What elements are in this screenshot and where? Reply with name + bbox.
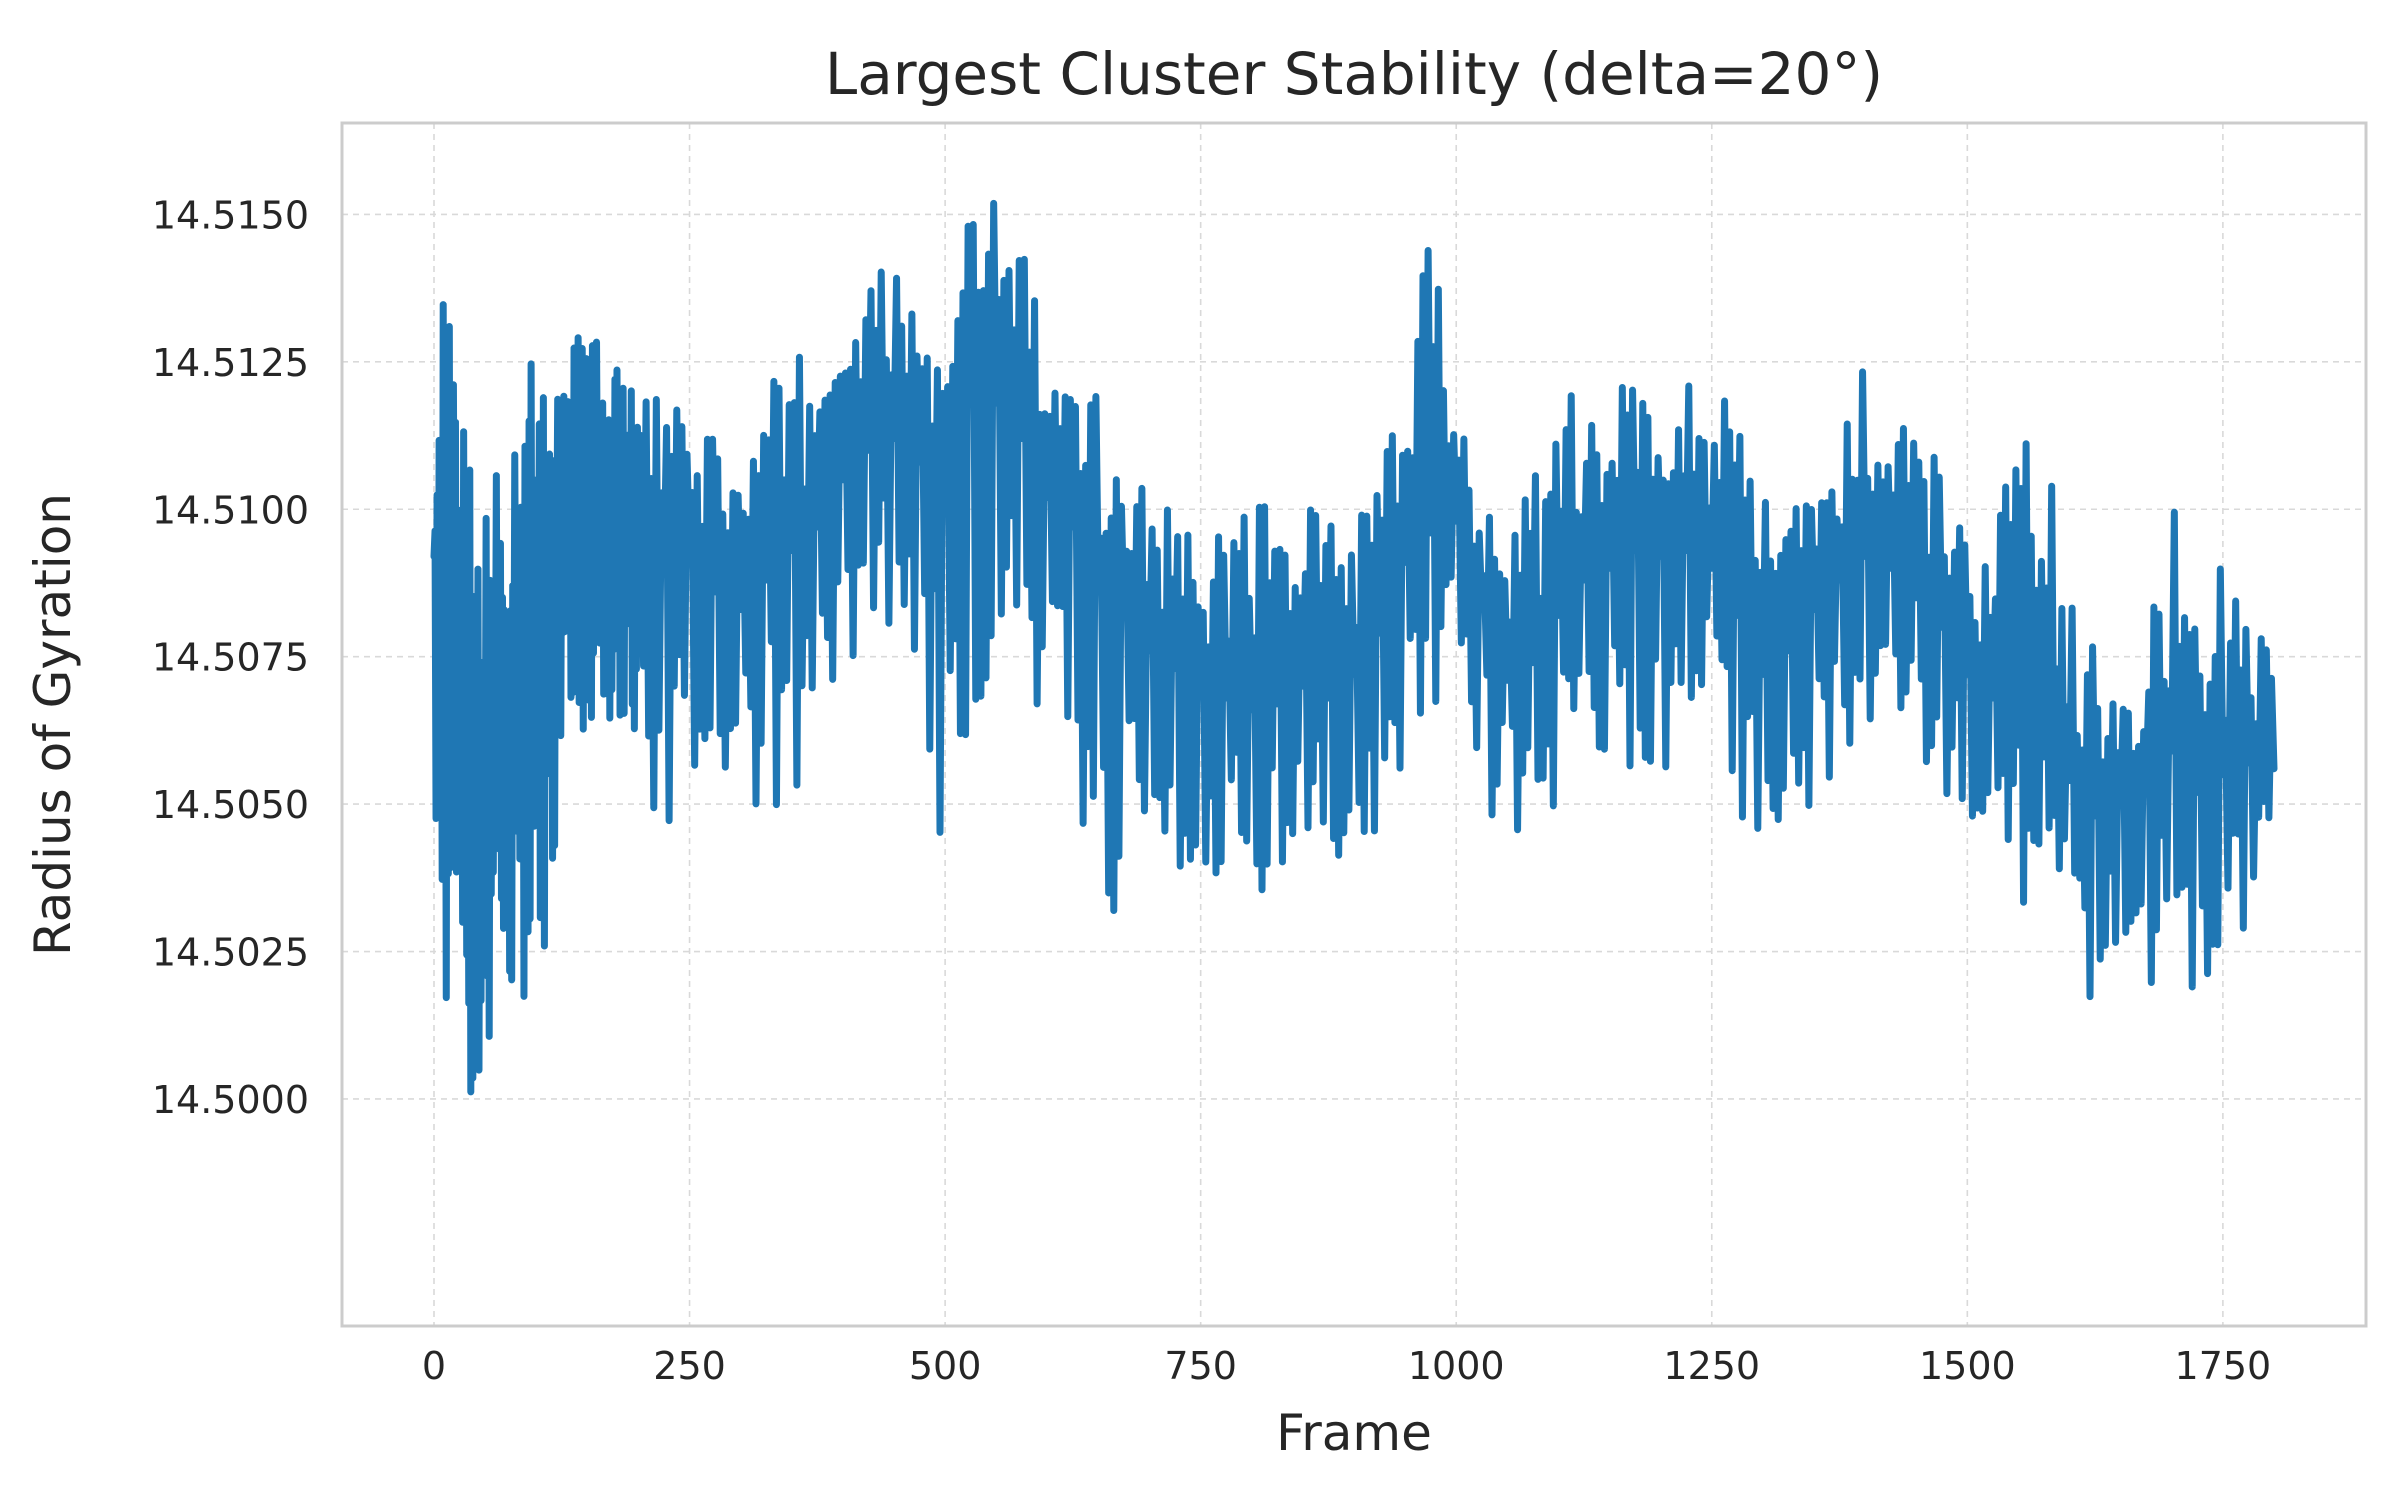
x-axis-title: Frame: [1276, 1404, 1432, 1462]
y-tick-label: 14.5000: [152, 1078, 309, 1122]
series-layer: [430, 199, 2278, 1096]
x-tick-labels: 0 250 500 750 1000 1250 1500 1750: [422, 1344, 2271, 1388]
series-line: [430, 199, 2278, 1096]
x-tick-label: 500: [909, 1344, 982, 1388]
plot-frame: [340, 121, 2368, 1328]
x-tick-label: 1750: [2175, 1344, 2272, 1388]
x-tick-label: 1000: [1408, 1344, 1505, 1388]
y-axis-title: Radius of Gyration: [24, 493, 82, 956]
x-tick-label: 750: [1164, 1344, 1237, 1388]
chart-title: Largest Cluster Stability (delta=20°): [825, 40, 1883, 108]
y-tick-label: 14.5075: [152, 636, 309, 680]
x-tick-label: 1500: [1919, 1344, 2016, 1388]
y-tick-label: 14.5150: [152, 193, 309, 237]
y-tick-label: 14.5100: [152, 488, 309, 532]
x-tick-label: 0: [422, 1344, 446, 1388]
x-tick-label: 250: [653, 1344, 726, 1388]
x-tick-label: 1250: [1663, 1344, 1760, 1388]
y-tick-label: 14.5125: [152, 341, 309, 385]
y-tick-label: 14.5025: [152, 931, 309, 975]
y-tick-labels: 14.5000 14.5025 14.5050 14.5075 14.5100 14.51…: [152, 193, 309, 1122]
y-tick-label: 14.5050: [152, 783, 309, 827]
